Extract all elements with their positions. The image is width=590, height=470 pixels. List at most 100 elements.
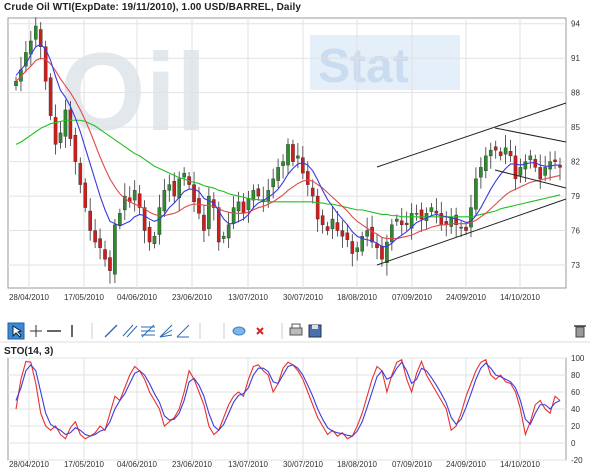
candle-body: [172, 180, 177, 197]
candle-body: [177, 178, 182, 199]
sto-x-tick-label: 04/06/2010: [117, 460, 158, 469]
candle-body: [365, 230, 369, 237]
candle-body: [330, 218, 335, 230]
candle-body: [118, 213, 122, 226]
fan-a: [159, 324, 173, 338]
save-icon[interactable]: [308, 324, 322, 338]
candle-body: [508, 151, 513, 157]
price-x-tick-label: 14/10/2010: [500, 293, 541, 302]
price-x-tick-label: 18/08/2010: [337, 293, 378, 302]
price-x-tick-label: 24/09/2010: [446, 293, 487, 302]
price-x-tick-label: 17/05/2010: [64, 293, 105, 302]
candle-body: [355, 247, 360, 253]
price-tick-label: 88: [571, 89, 580, 98]
candle-body: [340, 230, 345, 237]
candle-body: [528, 155, 533, 161]
candle-body: [320, 215, 325, 226]
sto-x-tick-label: 14/10/2010: [500, 460, 541, 469]
sto-d-line: [15, 361, 561, 437]
candle-body: [434, 210, 439, 214]
candle-body: [493, 146, 498, 151]
price-x-tick-label: 07/09/2010: [392, 293, 433, 302]
candle-body: [236, 201, 241, 212]
trend-shape: [104, 324, 118, 338]
candle-body: [409, 213, 414, 229]
candle-body: [73, 134, 78, 162]
price-tick-label: 94: [571, 20, 580, 29]
candle-body: [523, 161, 528, 170]
par-b: [126, 325, 138, 338]
candle-body: [271, 178, 275, 188]
candle-body: [216, 207, 221, 243]
candle-body: [83, 182, 88, 208]
price-tick-label: 85: [571, 123, 580, 132]
price-tick-label: 76: [571, 227, 580, 236]
candle-body: [350, 241, 355, 254]
price-tick-label: 73: [571, 261, 580, 270]
fibonacci-retracement-tool-icon[interactable]: [141, 324, 155, 338]
ma-mid-line: [15, 57, 561, 240]
sto-tick-label: -20: [571, 456, 583, 465]
sto-x-tick-label: 13/07/2010: [228, 460, 269, 469]
candle-body: [256, 188, 261, 197]
candle-body: [14, 80, 18, 86]
candle-body: [484, 155, 488, 172]
crosshair-tool-icon[interactable]: [30, 325, 42, 337]
candle-body: [419, 209, 424, 220]
pointer-tool-icon[interactable]: [7, 322, 25, 340]
candle-body: [325, 226, 330, 231]
candle-body: [162, 190, 167, 212]
candle-body: [474, 178, 478, 210]
sto-x-tick-label: 24/09/2010: [446, 460, 487, 469]
candle-body: [43, 46, 48, 82]
ma-slow-line: [15, 119, 561, 218]
x-b: [256, 327, 264, 335]
candle-body: [132, 190, 137, 201]
candle-body: [58, 132, 63, 143]
par-a: [122, 324, 134, 337]
sto-x-tick-label: 30/07/2010: [283, 460, 324, 469]
watermark-stat-box: [310, 35, 460, 90]
parallel-lines-tool-icon[interactable]: [122, 324, 138, 338]
candle-body: [246, 198, 251, 211]
candle-body: [24, 52, 28, 67]
candle-body: [301, 157, 305, 174]
delete-x-icon[interactable]: [256, 327, 264, 335]
candle-body: [345, 232, 350, 240]
trend-line-tool-icon[interactable]: [104, 324, 118, 338]
candle-body: [335, 222, 340, 231]
arc-tool-icon[interactable]: [176, 324, 190, 338]
candle-body: [429, 207, 434, 212]
print-icon[interactable]: [289, 323, 303, 336]
trend-line-a: [494, 127, 567, 143]
candle-body: [310, 187, 315, 197]
candle-body: [360, 236, 364, 252]
candle-body: [513, 155, 518, 180]
candle-body: [98, 238, 102, 248]
speech-bubble-icon[interactable]: [232, 326, 246, 336]
candle-body: [33, 25, 38, 40]
sto-x-tick-label: 28/04/2010: [9, 460, 50, 469]
sto-tick-label: 100: [571, 354, 585, 363]
sto-title: STO(14, 3): [4, 346, 54, 357]
sto-k-line: [15, 358, 561, 440]
candle-body: [291, 144, 295, 162]
candle-body: [380, 245, 384, 260]
candle-body: [241, 201, 246, 214]
candle-body: [305, 171, 310, 185]
candle-body: [281, 161, 285, 166]
candle-body: [221, 236, 226, 239]
price-tick-label: 91: [571, 54, 580, 63]
candle-body: [197, 198, 201, 214]
printer-body: [289, 327, 303, 336]
fan-tool-icon[interactable]: [159, 324, 173, 338]
candle-body: [370, 226, 374, 243]
candle-body: [414, 213, 419, 215]
candle-body: [231, 207, 236, 224]
candle-body: [538, 167, 543, 180]
candle-body: [78, 163, 83, 185]
trash-icon[interactable]: [574, 325, 586, 338]
trash-body: [575, 326, 585, 338]
price-tick-label: 79: [571, 192, 580, 201]
